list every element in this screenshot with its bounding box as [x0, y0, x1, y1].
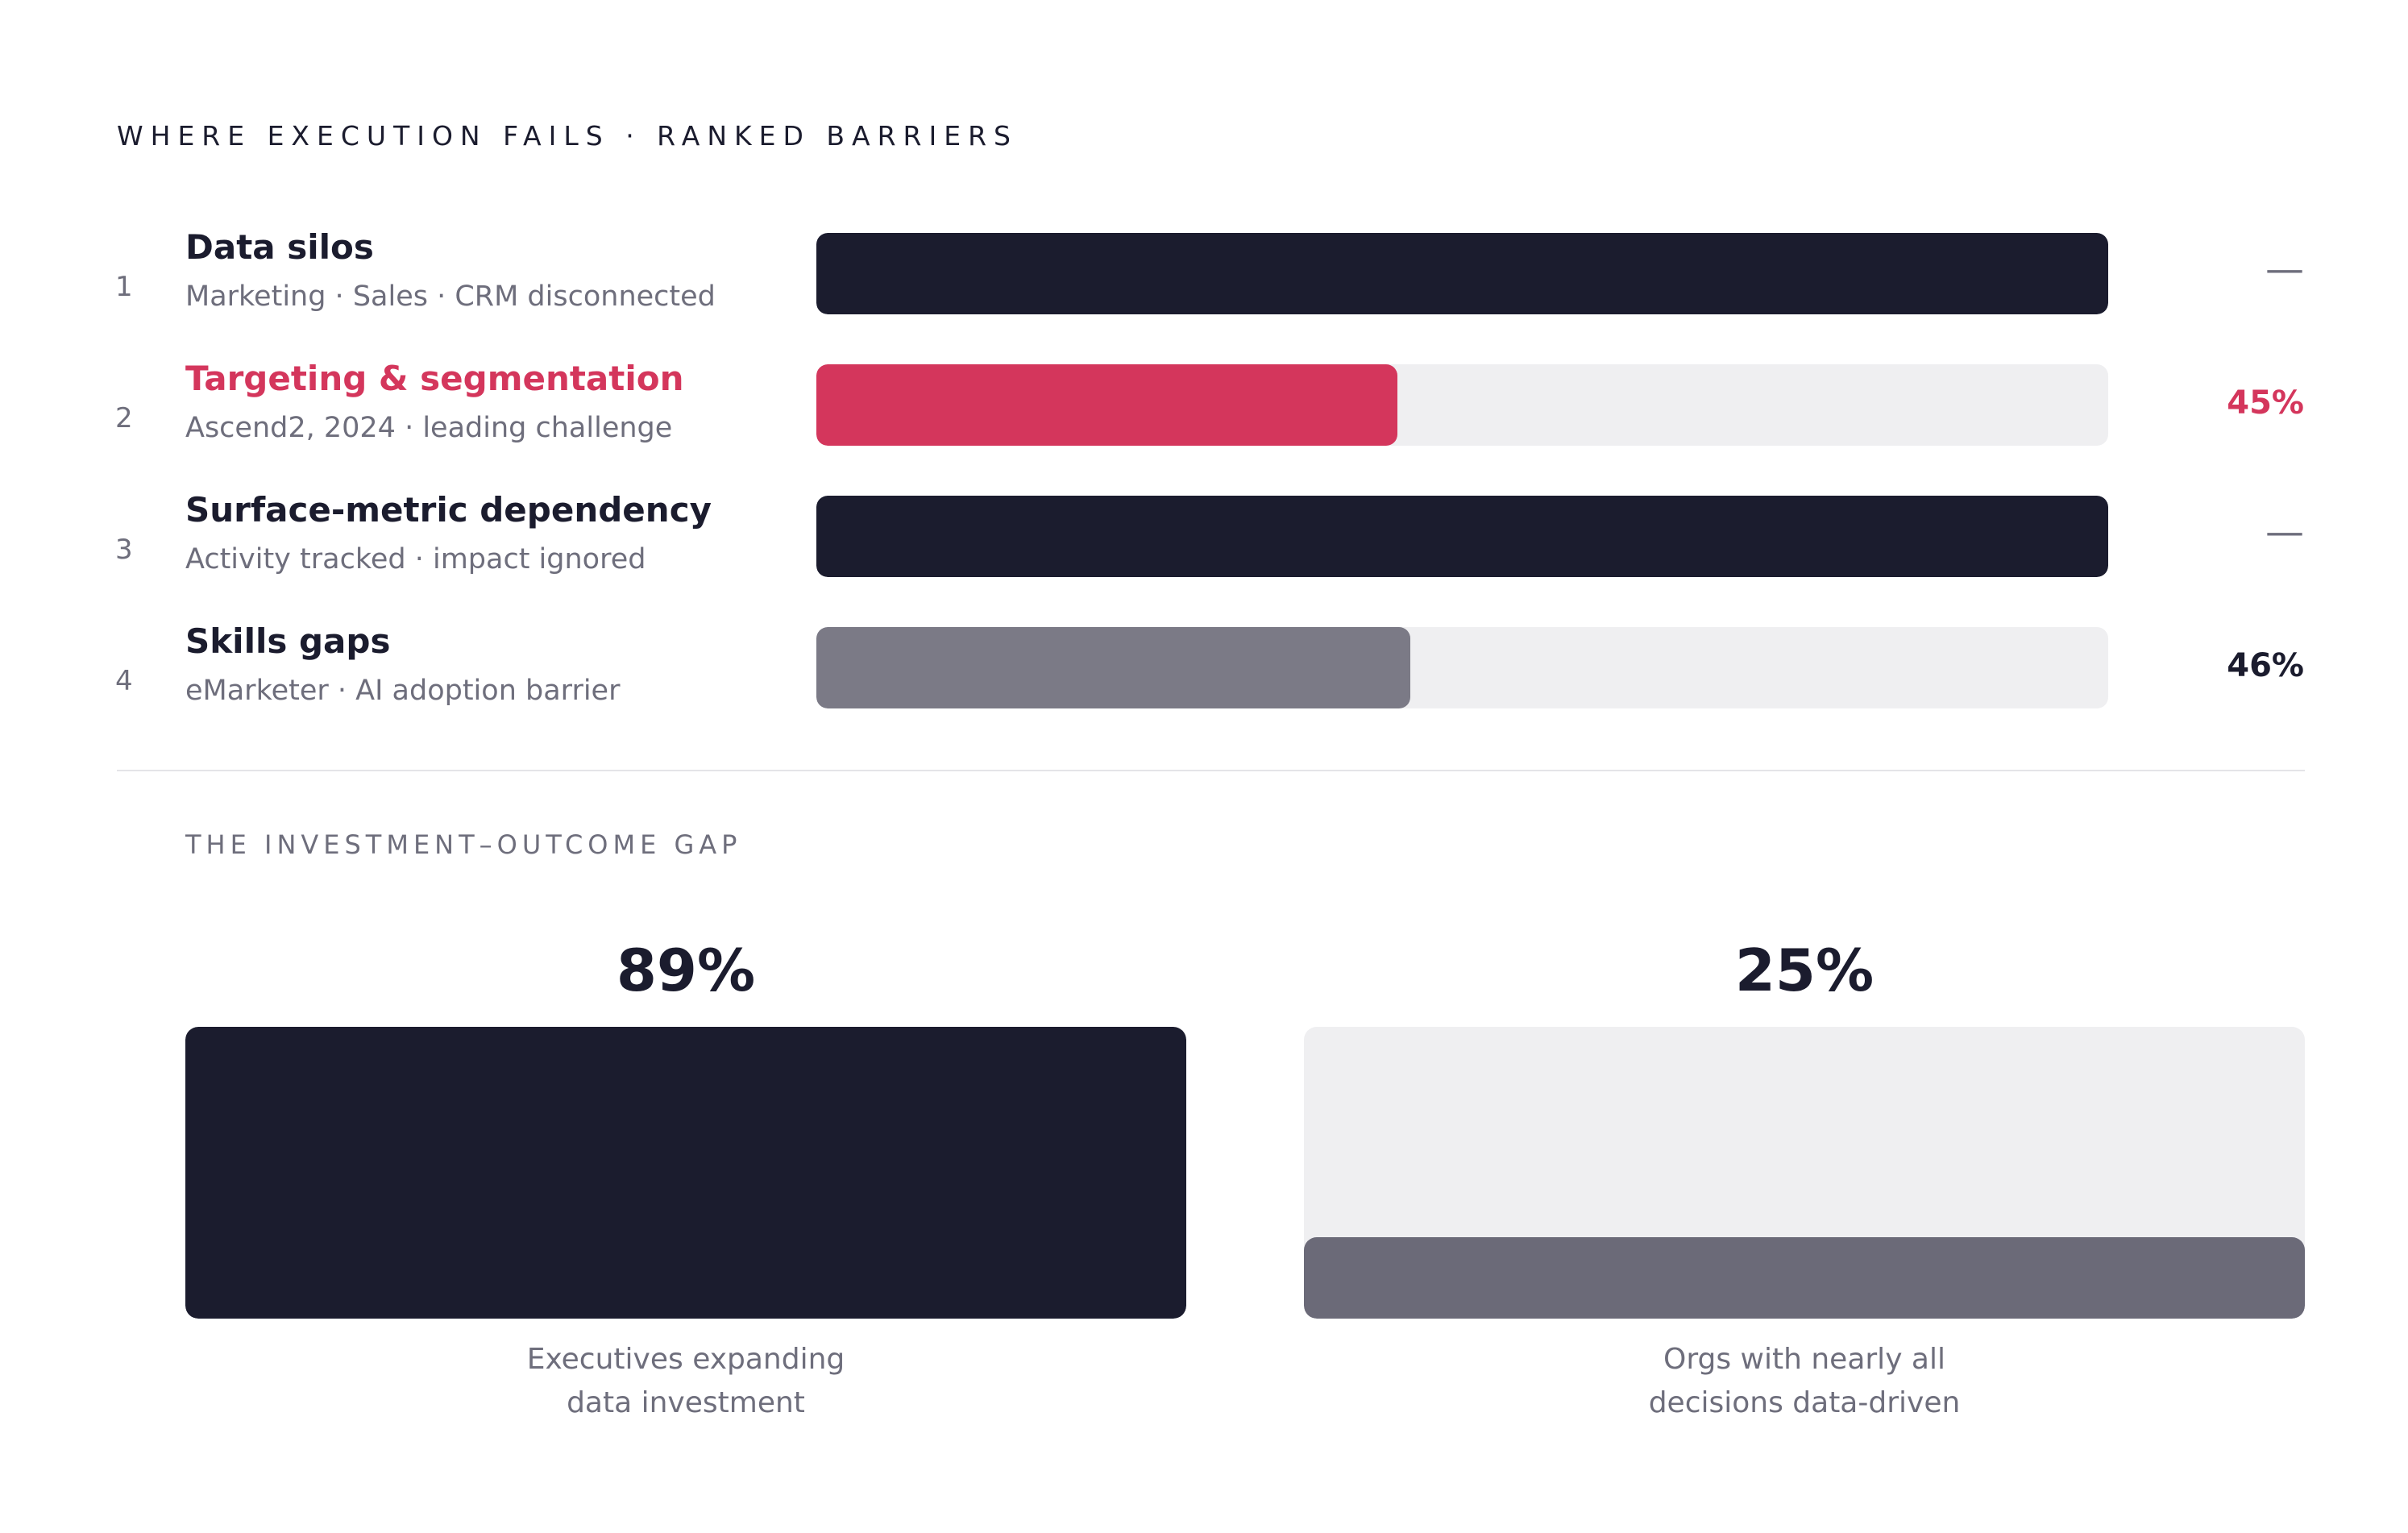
gap-value-label: 25% — [1734, 937, 1875, 1004]
barrier-bar — [816, 364, 1398, 446]
barrier-rank: 2 — [115, 402, 133, 434]
barrier-row: 1 Data silos Marketing · Sales · CRM disco… — [0, 227, 2408, 364]
barrier-name: Targeting & segmentation — [185, 359, 684, 398]
barrier-row: 2 Targeting & segmentation Ascend2, 2024 ·… — [0, 359, 2408, 496]
barrier-name: Data silos — [185, 227, 374, 267]
gap-section-title: THE INVESTMENT–OUTCOME GAP — [185, 829, 742, 860]
gap-caption-line: Executives expanding — [526, 1343, 845, 1376]
gap-value-label: 89% — [616, 937, 756, 1004]
barrier-bar-track — [816, 627, 2108, 708]
barrier-bar — [816, 627, 1411, 708]
barrier-bar — [816, 233, 2108, 314]
barrier-rank: 1 — [115, 271, 133, 303]
barrier-source: eMarketer · AI adoption barrier — [185, 675, 621, 707]
gap-column: 25% Orgs with nearly all decisions data-dr… — [1304, 927, 2305, 1443]
section-divider — [117, 770, 2305, 771]
barrier-bar-track — [816, 364, 2108, 446]
barrier-name: Surface-metric dependency — [185, 490, 712, 530]
barrier-row: 4 Skills gaps eMarketer · AI adoption barr… — [0, 621, 2408, 758]
barrier-value-label: — — [2265, 247, 2304, 292]
barrier-value-label: 46% — [2227, 647, 2304, 684]
barrier-name: Skills gaps — [185, 621, 391, 661]
barrier-source: Activity tracked · impact ignored — [185, 543, 646, 575]
barrier-bar — [816, 496, 2108, 577]
barrier-value-label: — — [2265, 509, 2304, 555]
gap-bar-track — [1304, 1027, 2305, 1319]
barrier-bar-track — [816, 496, 2108, 577]
gap-caption-line: decisions data-driven — [1648, 1386, 1961, 1419]
barrier-row: 3 Surface-metric dependency Activity track… — [0, 490, 2408, 627]
barrier-value-label: 45% — [2227, 384, 2304, 422]
gap-bar — [185, 1027, 1186, 1319]
barrier-source: Ascend2, 2024 · leading challenge — [185, 412, 673, 444]
gap-caption-line: Orgs with nearly all — [1663, 1343, 1945, 1376]
barrier-rank: 4 — [115, 665, 133, 697]
gap-column: 89% Executives expanding data investment — [185, 927, 1186, 1443]
barrier-bar-track — [816, 233, 2108, 314]
barrier-source: Marketing · Sales · CRM disconnected — [185, 280, 716, 313]
gap-bar — [1304, 1236, 2305, 1319]
gap-caption: Orgs with nearly all decisions data-drive… — [1304, 1338, 2305, 1425]
gap-bar-track — [185, 1027, 1186, 1319]
barrier-rank: 3 — [115, 534, 133, 566]
gap-caption: Executives expanding data investment — [185, 1338, 1186, 1425]
barriers-section-title: WHERE EXECUTION FAILS · RANKED BARRIERS — [117, 120, 1018, 152]
gap-caption-line: data investment — [567, 1386, 805, 1419]
